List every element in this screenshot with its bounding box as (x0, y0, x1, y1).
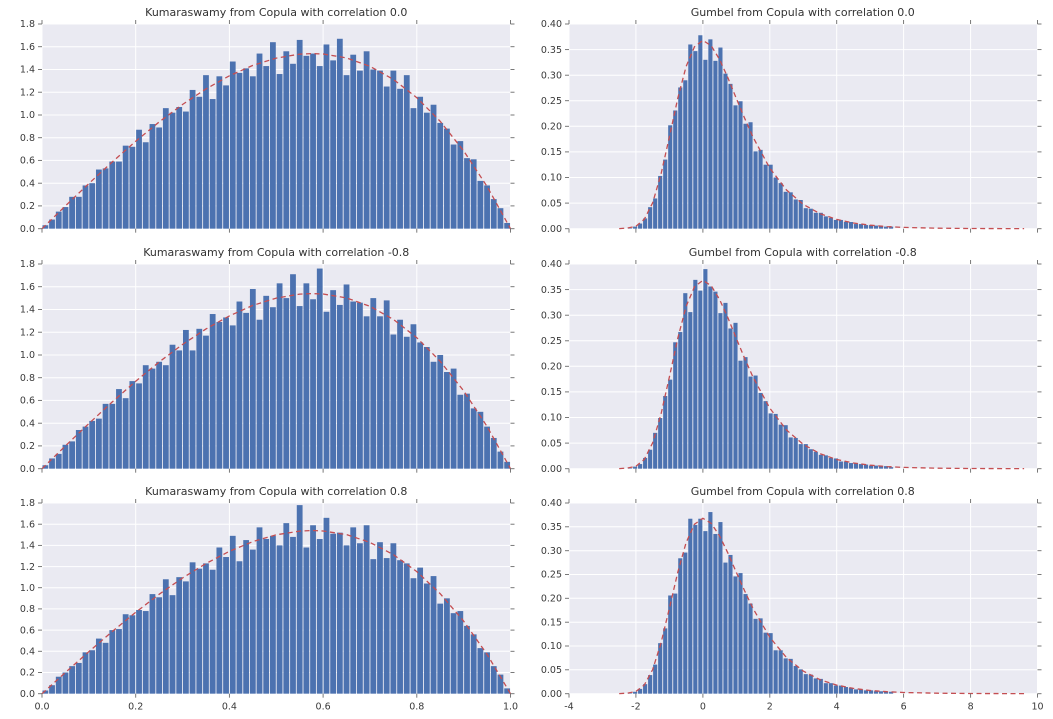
subplot-gumbel-corr-0_8: Gumbel from Copula with correlation 0.8 … (527, 479, 1053, 719)
svg-text:0.4: 0.4 (20, 418, 35, 429)
svg-text:1.0: 1.0 (503, 702, 518, 713)
svg-text:0.25: 0.25 (540, 96, 561, 107)
svg-text:0: 0 (699, 702, 705, 713)
svg-text:0.2: 0.2 (20, 441, 35, 452)
svg-text:0.2: 0.2 (20, 201, 35, 212)
svg-text:1.8: 1.8 (20, 499, 35, 510)
svg-text:0.2: 0.2 (20, 668, 35, 679)
svg-text:0.05: 0.05 (540, 438, 561, 449)
subplot-kumaraswamy-corr-0_0: Kumaraswamy from Copula with correlation… (0, 0, 527, 240)
svg-text:0.0: 0.0 (20, 224, 35, 235)
svg-text:0.10: 0.10 (540, 642, 561, 653)
svg-text:1.4: 1.4 (20, 65, 35, 76)
svg-text:0.25: 0.25 (540, 570, 561, 581)
svg-text:6: 6 (900, 702, 906, 713)
svg-text:0.30: 0.30 (540, 70, 561, 81)
svg-text:-2: -2 (631, 702, 640, 713)
svg-text:0.20: 0.20 (540, 594, 561, 605)
svg-text:0.4: 0.4 (20, 178, 35, 189)
svg-text:0.10: 0.10 (540, 173, 561, 184)
subplot-kumaraswamy-corr-0_8: Kumaraswamy from Copula with correlation… (0, 479, 527, 719)
svg-text:-4: -4 (564, 702, 573, 713)
svg-text:0.8: 0.8 (20, 373, 35, 384)
svg-text:0.40: 0.40 (540, 499, 561, 510)
svg-text:0.8: 0.8 (20, 133, 35, 144)
subplot-gumbel-corr-neg-0_8: Gumbel from Copula with correlation -0.8… (527, 240, 1053, 480)
svg-text:1.6: 1.6 (20, 520, 35, 531)
svg-text:0.20: 0.20 (540, 361, 561, 372)
svg-text:0.35: 0.35 (540, 284, 561, 295)
svg-text:0.0: 0.0 (20, 689, 35, 700)
svg-text:0.40: 0.40 (540, 19, 561, 30)
svg-text:0.00: 0.00 (540, 689, 561, 700)
histogram-canvas: 0.00 0.05 0.10 0.15 0.20 0.25 0.30 0.35 0.40 -4 -2… (540, 499, 1043, 713)
svg-text:1.0: 1.0 (20, 583, 35, 594)
svg-text:0.6: 0.6 (316, 702, 331, 713)
svg-text:1.2: 1.2 (20, 562, 35, 573)
svg-text:1.2: 1.2 (20, 327, 35, 338)
svg-text:0.00: 0.00 (540, 224, 561, 235)
svg-text:0.6: 0.6 (20, 626, 35, 637)
svg-text:1.0: 1.0 (20, 350, 35, 361)
svg-text:1.4: 1.4 (20, 304, 35, 315)
svg-text:0.20: 0.20 (540, 122, 561, 133)
subplot-kumaraswamy-corr-neg-0_8: Kumaraswamy from Copula with correlation… (0, 240, 527, 480)
svg-text:1.2: 1.2 (20, 87, 35, 98)
svg-text:1.8: 1.8 (20, 259, 35, 270)
svg-text:8: 8 (967, 702, 973, 713)
svg-text:0.6: 0.6 (20, 156, 35, 167)
svg-text:0.4: 0.4 (20, 647, 35, 658)
histogram-canvas: 0.00 0.05 0.10 0.15 0.20 0.25 0.30 0.35 0.40 (540, 19, 1041, 235)
svg-text:1.0: 1.0 (20, 110, 35, 121)
svg-text:0.05: 0.05 (540, 198, 561, 209)
svg-text:0.2: 0.2 (128, 702, 143, 713)
histogram-canvas: 0.0 0.2 0.4 0.6 0.8 1.0 1.2 1.4 1.6 1.8 0.0 0.2 0.4 0… (20, 499, 518, 713)
svg-text:0.15: 0.15 (540, 147, 561, 158)
svg-text:0.30: 0.30 (540, 310, 561, 321)
svg-text:0.05: 0.05 (540, 665, 561, 676)
svg-text:1.6: 1.6 (20, 42, 35, 53)
svg-text:0.15: 0.15 (540, 618, 561, 629)
svg-text:0.35: 0.35 (540, 522, 561, 533)
svg-text:0.0: 0.0 (34, 702, 49, 713)
svg-text:0.35: 0.35 (540, 45, 561, 56)
histogram-canvas: 0.0 0.2 0.4 0.6 0.8 1.0 1.2 1.4 1.6 1.8 (20, 19, 515, 235)
svg-text:1.6: 1.6 (20, 282, 35, 293)
svg-text:0.0: 0.0 (20, 464, 35, 475)
svg-text:0.8: 0.8 (20, 604, 35, 615)
svg-text:0.6: 0.6 (20, 395, 35, 406)
subplot-gumbel-corr-0_0: Gumbel from Copula with correlation 0.0 … (527, 0, 1053, 240)
svg-text:10: 10 (1031, 702, 1043, 713)
svg-text:1.4: 1.4 (20, 541, 35, 552)
histogram-canvas: 0.0 0.2 0.4 0.6 0.8 1.0 1.2 1.4 1.6 1.8 (20, 259, 515, 475)
svg-text:0.00: 0.00 (540, 464, 561, 475)
svg-text:0.15: 0.15 (540, 387, 561, 398)
svg-text:0.25: 0.25 (540, 336, 561, 347)
svg-text:0.10: 0.10 (540, 412, 561, 423)
svg-text:1.8: 1.8 (20, 19, 35, 30)
svg-text:2: 2 (766, 702, 772, 713)
svg-text:0.30: 0.30 (540, 546, 561, 557)
svg-text:0.8: 0.8 (409, 702, 424, 713)
svg-text:0.40: 0.40 (540, 259, 561, 270)
histogram-canvas: 0.00 0.05 0.10 0.15 0.20 0.25 0.30 0.35 0.40 (540, 259, 1041, 475)
svg-text:4: 4 (833, 702, 839, 713)
svg-text:0.4: 0.4 (222, 702, 237, 713)
